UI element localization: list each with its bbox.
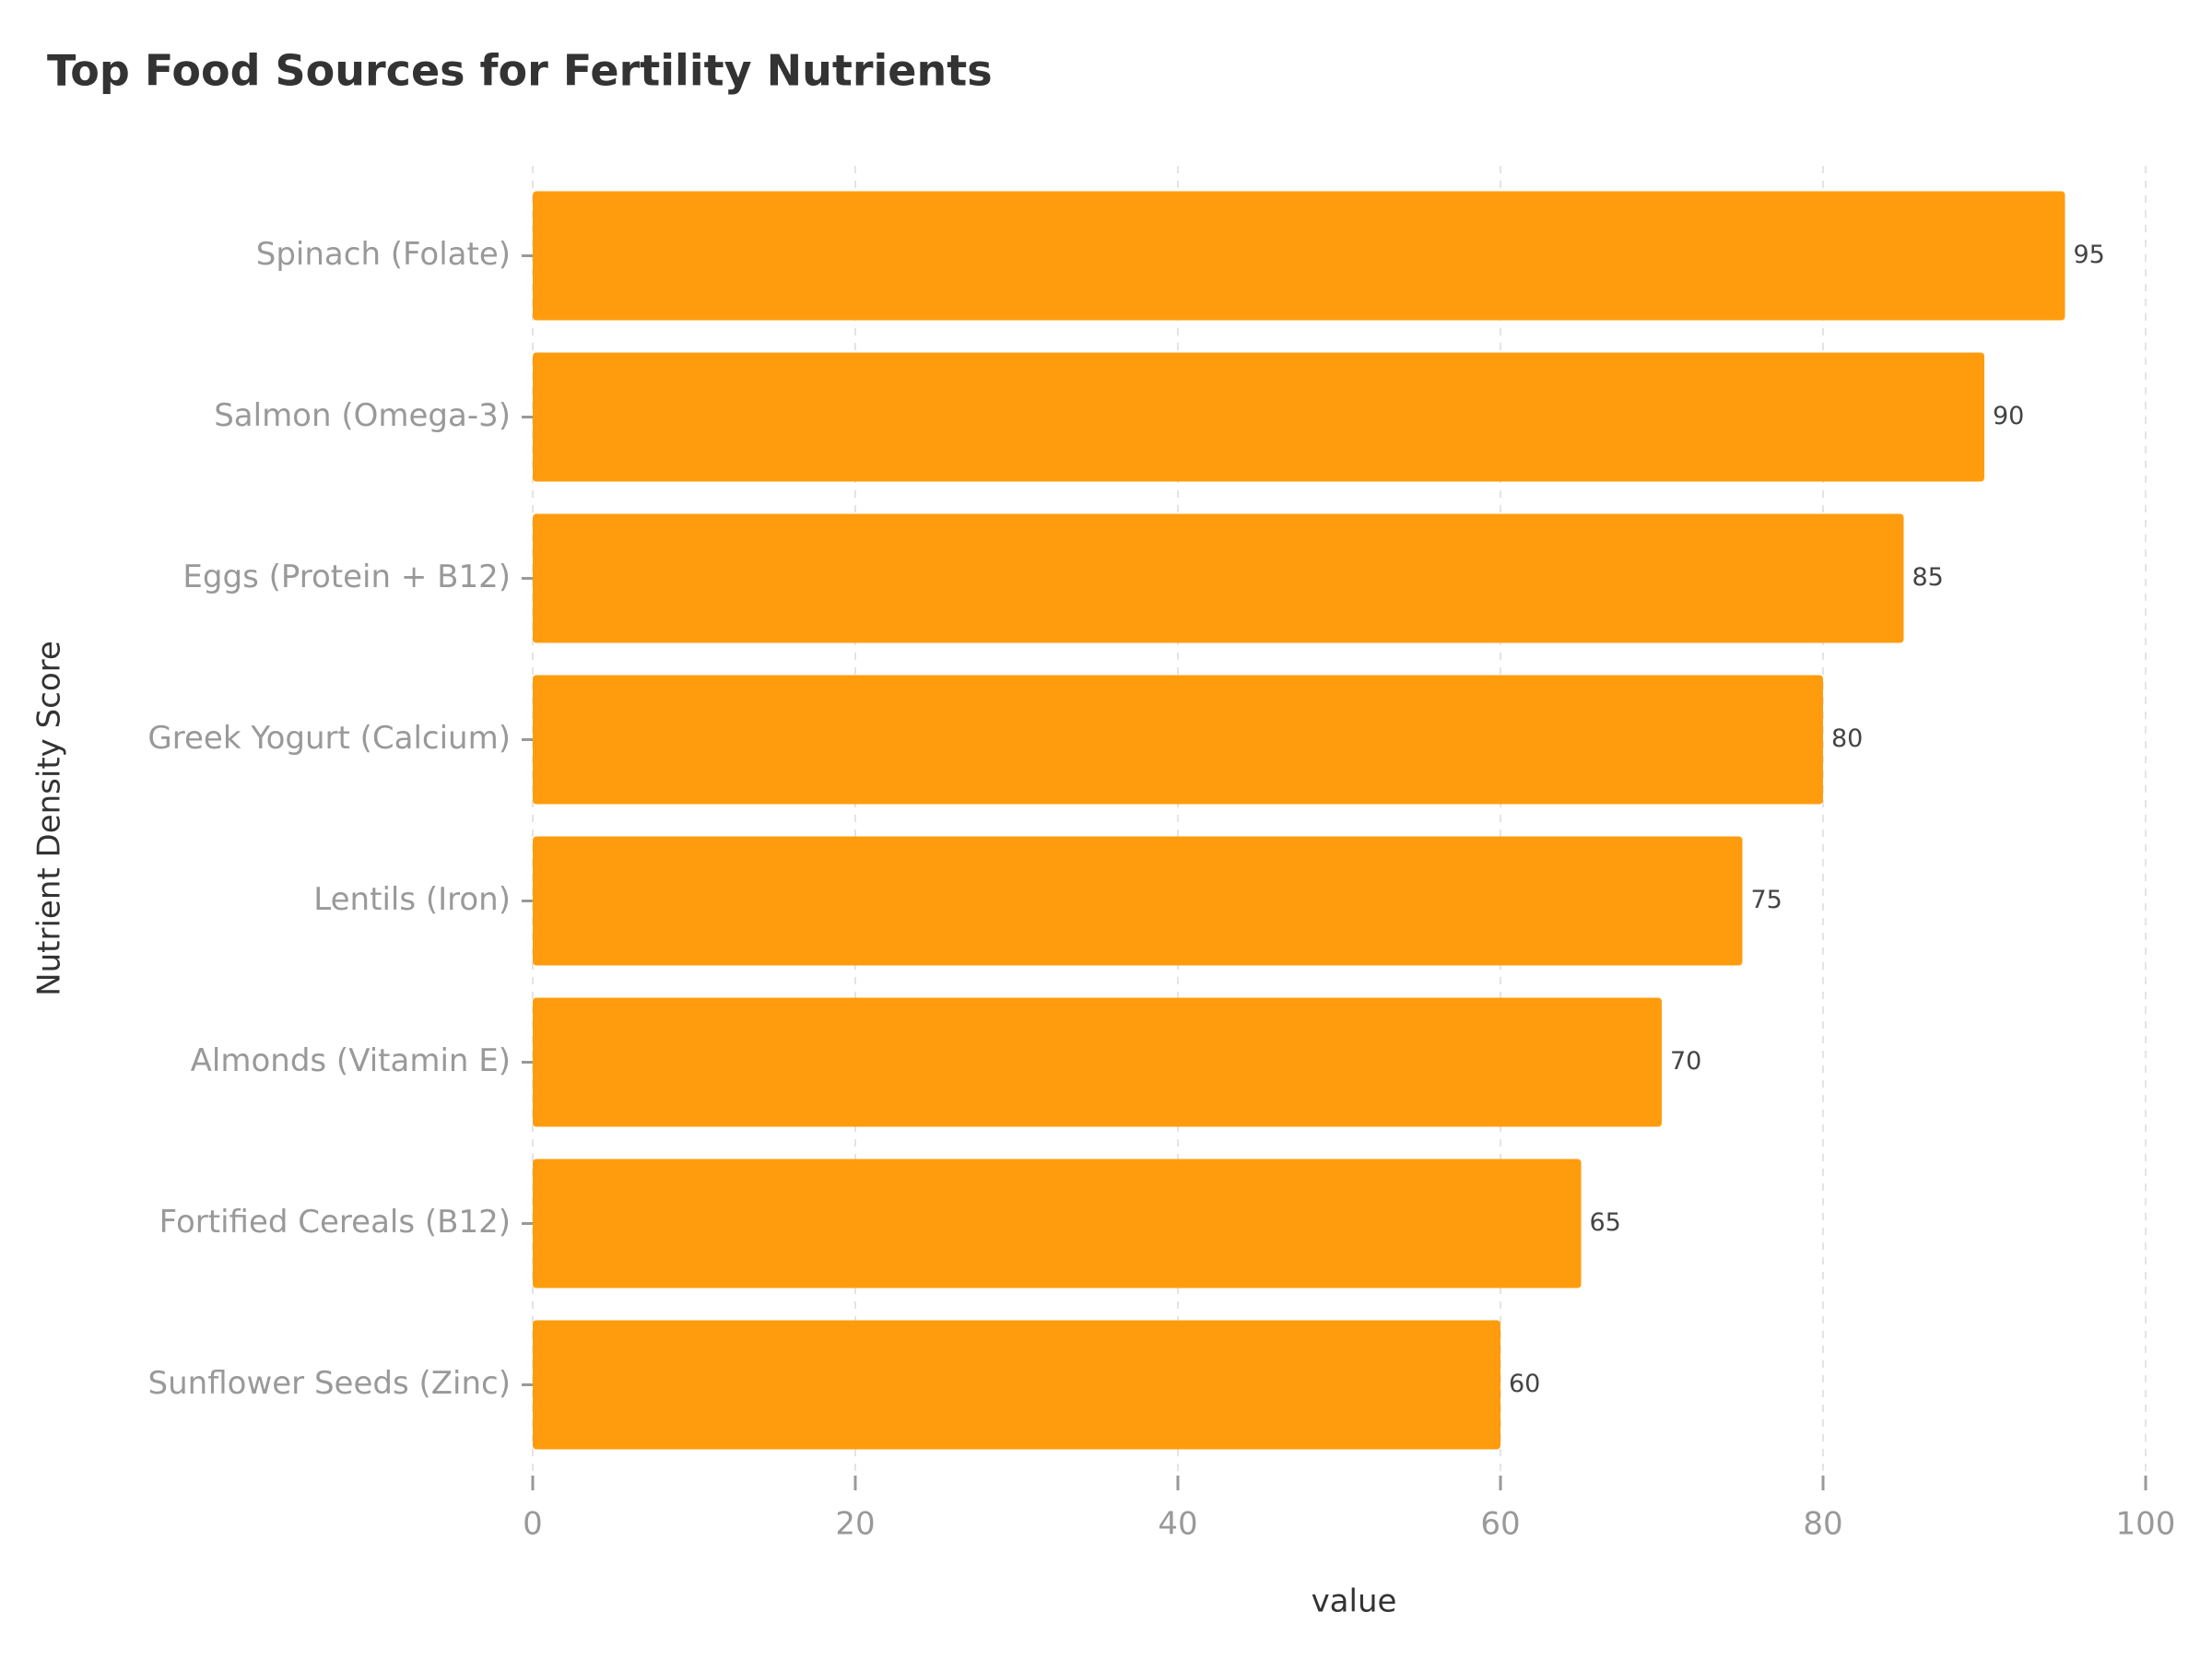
x-tick-label: 0: [523, 1506, 543, 1543]
bar: [533, 836, 1743, 966]
y-tick-label: Sunflower Seeds (Zinc): [148, 1365, 511, 1402]
y-tick-label: Almonds (Vitamin E): [191, 1042, 511, 1079]
bar: [533, 513, 1904, 643]
value-label: 65: [1590, 1208, 1621, 1237]
y-tick-label: Salmon (Omega-3): [214, 397, 511, 434]
x-tick-label: 60: [1480, 1506, 1520, 1543]
value-label: 85: [1912, 563, 1944, 592]
bar: [533, 1159, 1582, 1288]
bar: [533, 997, 1662, 1127]
bar: [533, 1320, 1500, 1450]
y-tick-label: Eggs (Protein + B12): [182, 559, 511, 595]
x-axis-label: value: [1312, 1583, 1397, 1620]
y-tick-label: Spinach (Folate): [256, 236, 511, 273]
bar: [533, 352, 1984, 482]
y-tick-label: Fortified Cereals (B12): [159, 1204, 511, 1241]
bar: [533, 675, 1823, 805]
value-label: 60: [1509, 1370, 1540, 1398]
x-tick-label: 40: [1158, 1506, 1197, 1543]
value-label: 75: [1751, 886, 1783, 914]
x-tick-label: 80: [1803, 1506, 1842, 1543]
value-label: 70: [1670, 1047, 1701, 1076]
y-axis-label: Nutrient Density Score: [31, 641, 68, 996]
y-tick-label: Greek Yogurt (Calcium): [147, 720, 511, 757]
bar: [533, 191, 2065, 321]
value-label: 95: [2074, 241, 2105, 269]
x-tick-label: 100: [2116, 1506, 2176, 1543]
value-label: 80: [1831, 724, 1863, 753]
value-label: 90: [1993, 402, 2024, 430]
x-tick-label: 20: [835, 1506, 875, 1543]
y-tick-label: Lentils (Iron): [313, 881, 511, 918]
chart-title: Top Food Sources for Fertility Nutrients: [47, 46, 993, 96]
